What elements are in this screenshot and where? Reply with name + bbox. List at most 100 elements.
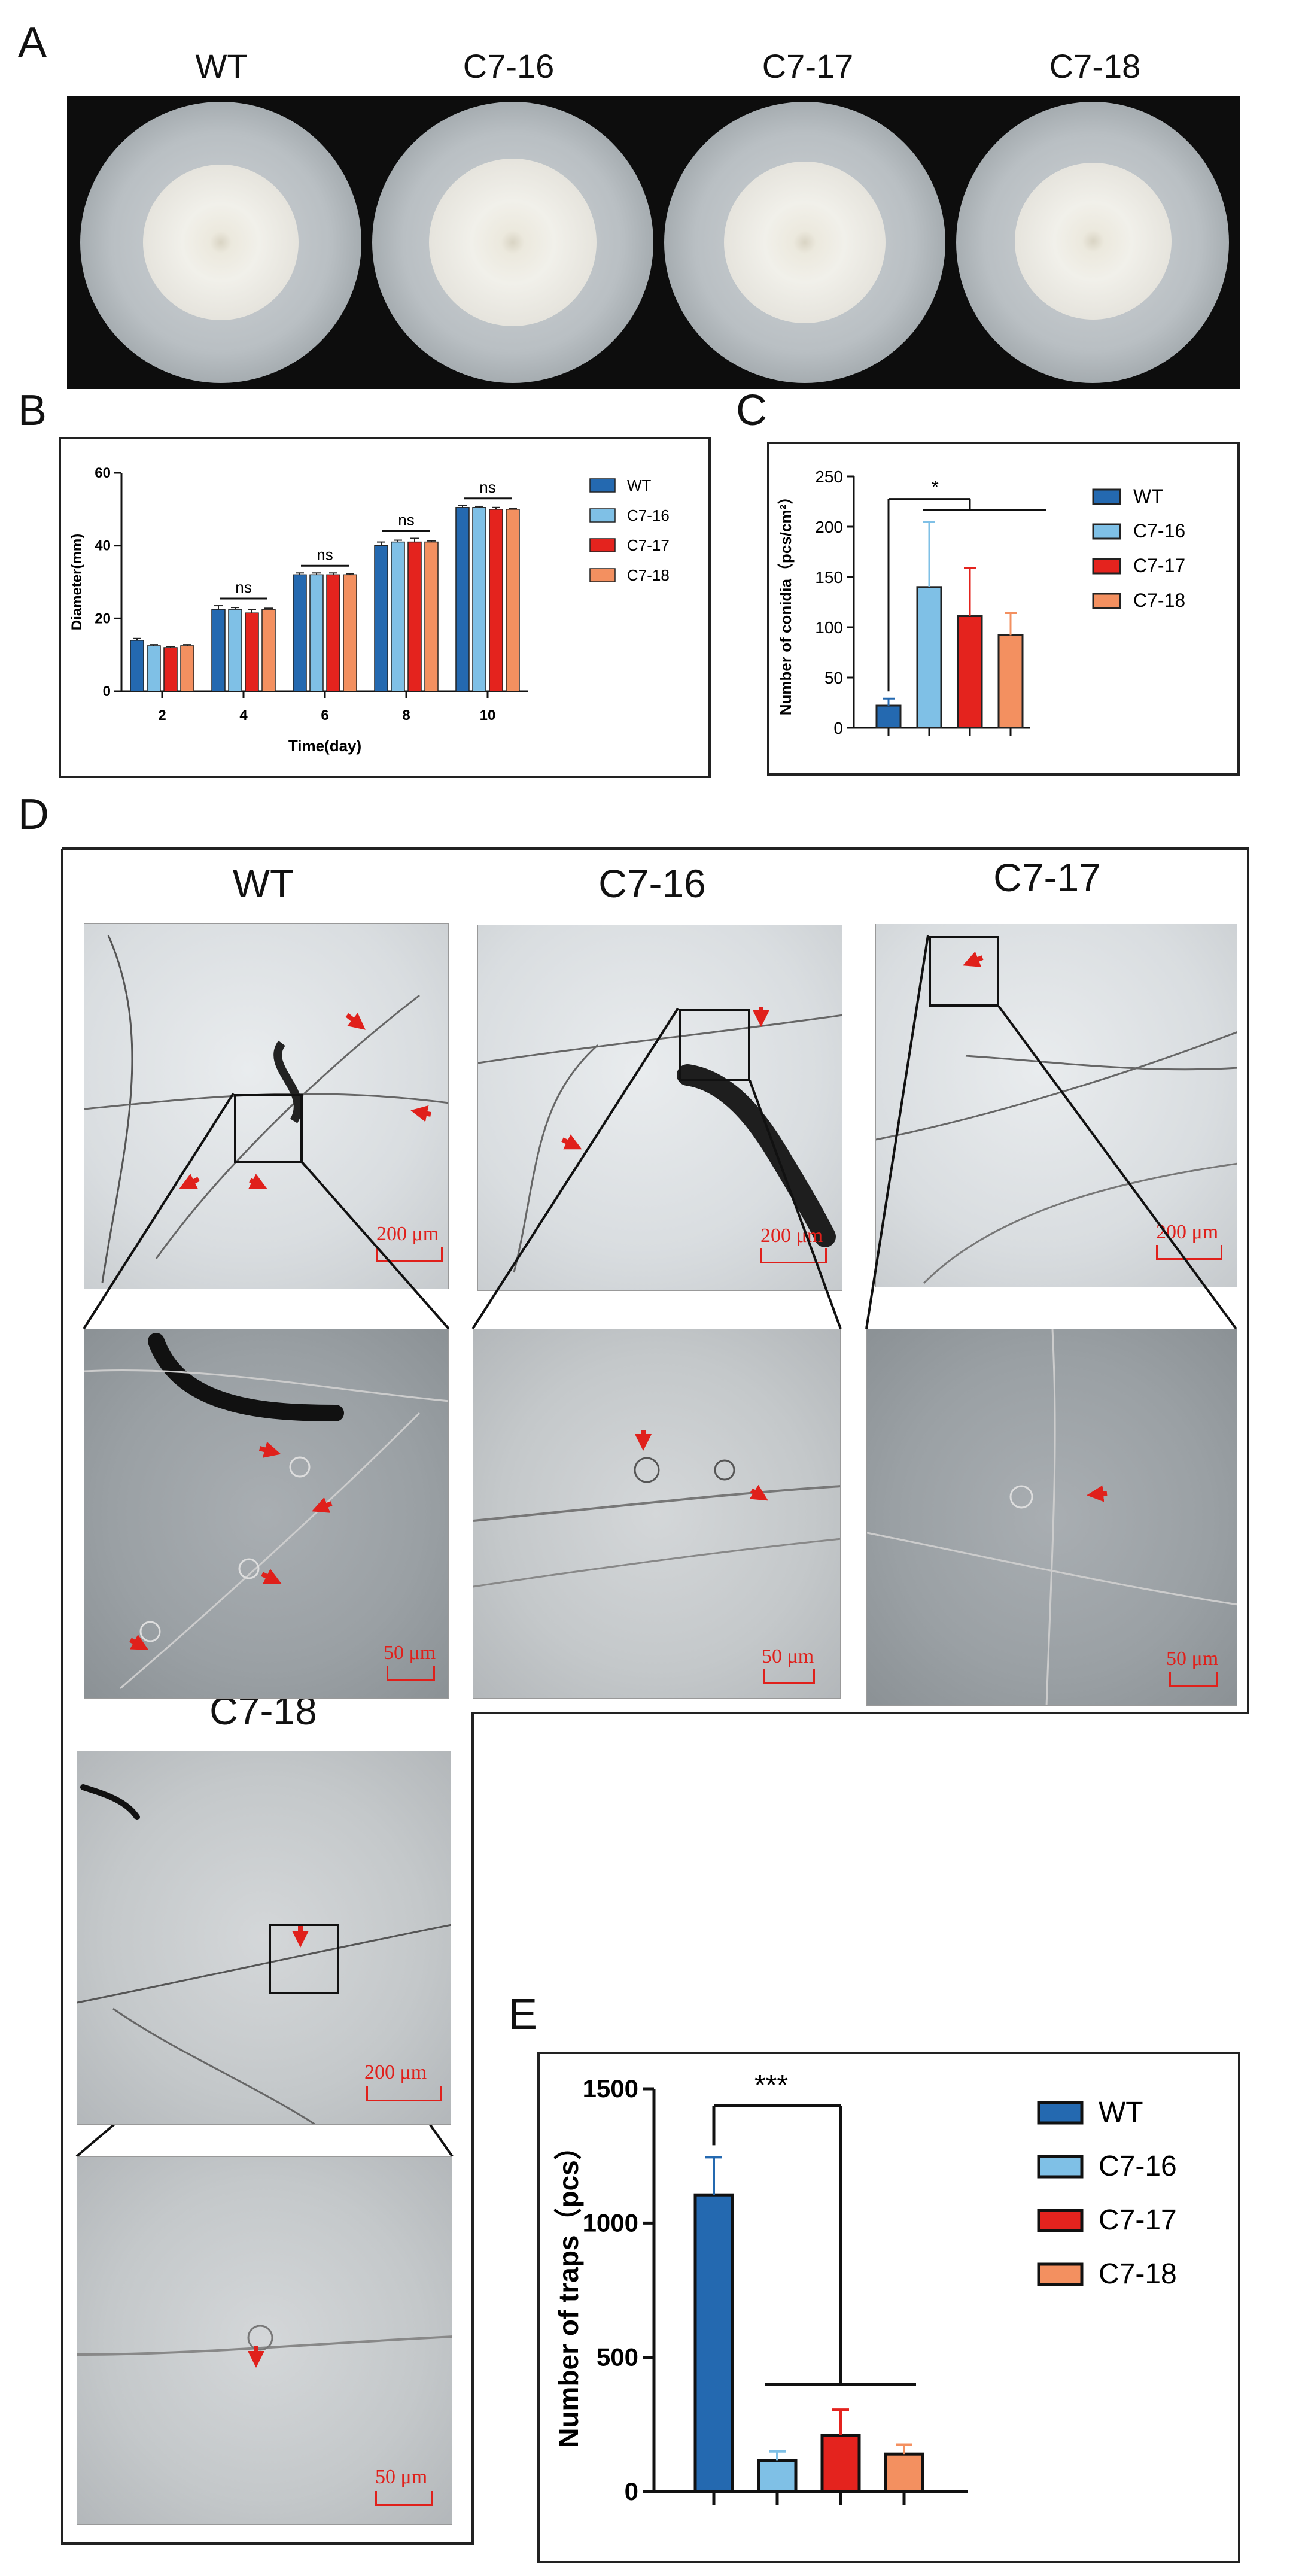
colony-c7-17 — [724, 162, 886, 323]
scalebar-c7-16-50 — [763, 1669, 815, 1684]
arrow-icon — [345, 1013, 366, 1030]
y-tick-label: 200 — [815, 518, 843, 536]
arrow-icon — [179, 1174, 200, 1189]
panel-a-col-wt: WT — [195, 47, 248, 85]
arrow-icon — [261, 1569, 282, 1584]
bar-c7-18 — [884, 2452, 924, 2493]
legend-label-c7-17: C7-17 — [1099, 2204, 1177, 2236]
legend-swatch-wt — [589, 478, 616, 493]
zoom-box-c7-18 — [269, 1924, 339, 1994]
arrow-icon — [248, 1174, 267, 1189]
scalebar-c7-17-50 — [1169, 1672, 1218, 1687]
y-tick-label: 250 — [815, 467, 843, 486]
scalebar-c7-18-50 — [375, 2491, 433, 2506]
bar-c7-16 — [757, 2459, 798, 2493]
legend-swatch-c7-17 — [1092, 558, 1121, 575]
legend-swatch-c7-17 — [1037, 2209, 1084, 2232]
scalebar-c7-18-200 — [366, 2086, 442, 2101]
scalebar-label-wt-200: 200 μm — [376, 1223, 439, 1245]
chart-e-traps: 0 500 1000 1500 Number of traps（pcs） *** WT C7-… — [553, 2070, 1177, 2505]
scalebar-label-c7-17-50: 50 μm — [1166, 1648, 1219, 1670]
significance-label: ns — [479, 478, 495, 496]
significance-label: ns — [398, 511, 414, 529]
panel-e-frame — [537, 2052, 1240, 2563]
significance-label: *** — [754, 2070, 788, 2101]
petri-plate-wt — [80, 102, 361, 383]
legend-swatch-c7-16 — [589, 508, 616, 523]
bar-wt-8 — [374, 545, 388, 692]
arrow-icon — [312, 1497, 333, 1513]
petri-plate-c7-17 — [664, 102, 945, 383]
arrow-icon — [749, 1484, 768, 1501]
legend-label-c7-17: C7-17 — [627, 536, 670, 554]
panel-b-frame — [59, 437, 711, 778]
scalebar-c7-17-200 — [1156, 1245, 1222, 1260]
legend-swatch-c7-16 — [1037, 2155, 1084, 2179]
legend-label-c7-17: C7-17 — [1133, 555, 1185, 576]
bar-c7-16-10 — [472, 507, 486, 692]
legend-label-c7-16: C7-16 — [1099, 2150, 1177, 2182]
bar-wt-10 — [455, 507, 470, 692]
y-tick-label: 1500 — [583, 2074, 638, 2103]
legend-swatch-wt — [1037, 2101, 1084, 2125]
legend-label-wt: WT — [1099, 2097, 1143, 2128]
zoom-box-c7-17 — [929, 936, 999, 1007]
legend-swatch-c7-18 — [1092, 593, 1121, 609]
legend-swatch-c7-16 — [1092, 523, 1121, 540]
micrograph-c7-16-50: 50 μm — [473, 1329, 841, 1699]
legend-label-c7-16: C7-16 — [627, 506, 670, 524]
y-tick-label: 150 — [815, 568, 843, 587]
bar-c7-18-2 — [180, 645, 194, 692]
y-tick-label: 0 — [833, 719, 843, 737]
micrograph-c7-16-200: 200 μm — [477, 925, 842, 1291]
micrograph-wt-200: 200 μm — [84, 923, 449, 1289]
chart-b-diameter: 0 20 40 60 Diameter(mm) Time(day) 2 4 ns 6 ns 8 ns 10… — [69, 465, 670, 755]
panel-a-label: A — [18, 19, 47, 66]
legend-swatch-wt — [1092, 488, 1121, 505]
colony-c7-16 — [429, 159, 597, 326]
zoom-box-c7-16 — [679, 1009, 750, 1081]
y-tick-label: 500 — [597, 2343, 638, 2371]
panel-a-col-c7-17: C7-17 — [762, 47, 854, 85]
y-tick-label: 1000 — [583, 2209, 638, 2237]
y-axis-label: Number of conidia（pcs/cm²） — [777, 489, 795, 716]
legend-label-c7-18: C7-18 — [627, 566, 670, 584]
panel-d-label: D — [18, 791, 49, 839]
panel-d-outline — [61, 847, 1249, 2545]
x-tick-label: 6 — [321, 707, 328, 724]
legend-label-c7-18: C7-18 — [1133, 590, 1185, 611]
legend-swatch-c7-18 — [1037, 2262, 1084, 2286]
panel-e-label: E — [509, 1991, 538, 2039]
legend-label-c7-16: C7-16 — [1133, 520, 1185, 542]
arrow-icon — [258, 1441, 281, 1458]
colony-wt — [143, 165, 299, 320]
y-tick-label: 40 — [95, 538, 111, 554]
x-tick-label: 4 — [239, 707, 248, 724]
micrograph-c7-18-200: 200 μm — [77, 1751, 451, 2125]
panel-c-frame — [767, 442, 1240, 776]
x-tick-label: 8 — [402, 707, 410, 724]
panel-c-label: C — [736, 387, 767, 435]
scalebar-wt-50 — [387, 1666, 435, 1681]
petri-plate-c7-16 — [372, 102, 653, 383]
y-tick-label: 0 — [103, 684, 111, 700]
y-axis-label: Diameter(mm) — [69, 534, 85, 630]
arrow-icon — [410, 1105, 431, 1122]
bar-c7-17 — [957, 615, 983, 729]
arrow-icon — [1087, 1485, 1108, 1502]
hyphae-wt-50 — [84, 1333, 448, 1690]
panel-b-label: B — [18, 387, 47, 435]
scalebar-label-c7-16-200: 200 μm — [760, 1225, 823, 1247]
chart-c-conidia: 0 50 100 150 200 250 Number of conidia（pcs/cm²… — [777, 467, 1185, 737]
scalebar-c7-16-200 — [760, 1248, 827, 1263]
bar-wt — [693, 2193, 734, 2493]
scalebar-label-c7-18-50: 50 μm — [375, 2466, 428, 2488]
significance-label: * — [932, 478, 939, 497]
petri-plate-c7-18 — [956, 102, 1229, 383]
panel-a-col-c7-18: C7-18 — [1049, 47, 1141, 85]
colony-c7-18 — [1015, 163, 1172, 320]
x-tick-label: 10 — [480, 707, 496, 724]
legend-label-wt: WT — [627, 476, 652, 494]
scalebar-wt-200 — [376, 1247, 443, 1262]
